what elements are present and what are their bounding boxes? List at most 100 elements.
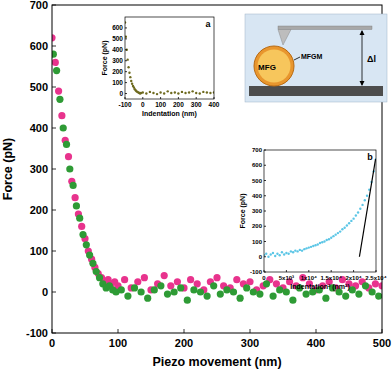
y-tick: [264, 272, 266, 273]
data-point: [337, 232, 339, 234]
data-point: [204, 293, 211, 300]
y-tick: [125, 49, 127, 50]
data-point: [52, 59, 59, 66]
particle-label: MFG: [258, 63, 276, 72]
data-point: [127, 66, 129, 68]
data-point: [209, 92, 211, 94]
data-point: [66, 165, 73, 172]
data-point: [310, 246, 312, 248]
y-tick: [52, 251, 56, 252]
x-tick-label: 400: [209, 101, 220, 108]
x-tick-label: 300: [191, 101, 202, 108]
y-axis-label: Force (pN): [239, 194, 247, 229]
data-point: [256, 290, 263, 297]
x-tick: [250, 329, 251, 333]
data-point: [267, 256, 269, 258]
figure: 0100200300400500-10001002003004005006007…: [0, 0, 392, 378]
data-point: [93, 268, 100, 275]
data-point: [144, 295, 151, 302]
data-point: [355, 214, 357, 216]
data-point: [332, 235, 334, 237]
x-tick-label: 100: [109, 337, 127, 349]
data-point: [89, 260, 96, 267]
data-point: [355, 290, 362, 297]
data-point: [202, 91, 204, 93]
membrane-label: MFGM: [301, 53, 323, 60]
y-tick: [52, 333, 56, 334]
x-tick: [316, 329, 317, 333]
y-tick: [52, 210, 56, 211]
y-tick: [52, 128, 56, 129]
panel-letter: b: [367, 152, 373, 162]
schematic-background: [245, 14, 387, 102]
cantilever: [278, 26, 372, 30]
chart: 0100200300400500-10001002003004005006007…: [1, 0, 391, 369]
x-tick-label: 100: [155, 101, 166, 108]
data-point: [364, 199, 366, 201]
x-tick-label: 300: [241, 337, 259, 349]
x-tick-label: 400: [307, 337, 325, 349]
data-point: [243, 284, 250, 291]
x-tick-label: 1x10⁴: [301, 275, 317, 281]
y-tick: [52, 292, 56, 293]
data-point: [174, 91, 176, 93]
y-tick-label: 100: [30, 245, 48, 257]
data-point: [134, 278, 141, 285]
y-tick-label: 0: [42, 286, 48, 298]
data-point: [303, 248, 305, 250]
y-tick: [52, 169, 56, 170]
data-point: [174, 278, 181, 285]
data-point: [328, 238, 330, 240]
data-point: [323, 240, 325, 242]
data-point: [210, 282, 217, 289]
y-tick: [52, 46, 56, 47]
x-tick: [353, 270, 354, 272]
data-point: [278, 254, 280, 256]
data-point: [141, 274, 148, 281]
x-tick: [142, 97, 143, 99]
data-point: [322, 295, 329, 302]
y-tick-label: 200: [252, 223, 263, 229]
x-tick: [286, 270, 287, 272]
data-point: [281, 251, 283, 253]
data-point: [152, 92, 154, 94]
fat-globule-membrane: [254, 46, 294, 86]
arrow-head: [360, 30, 365, 35]
data-point: [156, 93, 158, 95]
data-point: [359, 208, 361, 210]
data-point: [270, 293, 277, 300]
y-tick-label: 100: [252, 239, 263, 245]
data-point: [303, 290, 310, 297]
data-point: [177, 284, 184, 291]
fat-globule: [258, 50, 291, 83]
data-point: [285, 252, 287, 254]
data-point: [357, 211, 359, 213]
data-point: [159, 91, 161, 93]
data-point: [86, 252, 93, 259]
x-tick: [184, 329, 185, 333]
y-tick: [264, 211, 266, 212]
x-axis-label: Piezo movement (nm): [152, 355, 281, 369]
data-point: [292, 251, 294, 253]
data-point: [131, 82, 133, 84]
data-point: [294, 249, 296, 251]
data-point: [130, 80, 132, 82]
y-tick-label: 400: [252, 193, 263, 199]
data-point: [181, 91, 183, 93]
data-point: [289, 297, 296, 304]
data-point: [339, 230, 341, 232]
data-point: [161, 272, 168, 279]
y-tick: [125, 93, 127, 94]
data-point: [163, 92, 165, 94]
data-point: [52, 34, 56, 41]
x-tick: [308, 270, 309, 272]
y-tick-label: 300: [30, 163, 48, 175]
y-tick: [52, 87, 56, 88]
data-point: [246, 278, 253, 285]
y-tick: [125, 82, 127, 83]
data-point: [283, 253, 285, 255]
data-point: [362, 282, 369, 289]
data-point: [170, 92, 172, 94]
x-tick: [178, 97, 179, 99]
y-tick: [125, 27, 127, 28]
